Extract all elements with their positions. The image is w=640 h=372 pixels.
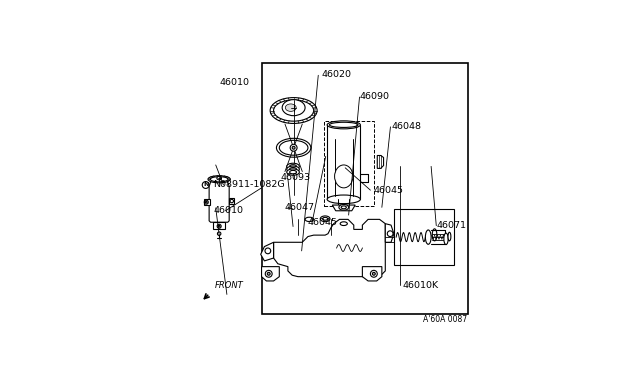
Polygon shape	[260, 242, 273, 261]
Polygon shape	[262, 267, 279, 281]
Polygon shape	[362, 267, 382, 281]
Ellipse shape	[426, 230, 431, 244]
Ellipse shape	[282, 100, 305, 116]
Ellipse shape	[211, 177, 228, 182]
Ellipse shape	[327, 121, 360, 129]
Ellipse shape	[305, 217, 314, 221]
Polygon shape	[209, 181, 229, 222]
Ellipse shape	[273, 100, 314, 121]
Text: FRONT: FRONT	[214, 281, 243, 291]
Circle shape	[290, 144, 297, 151]
Text: N08911-1082G: N08911-1082G	[213, 180, 284, 189]
Text: 46010: 46010	[213, 206, 243, 215]
Ellipse shape	[335, 165, 353, 188]
Ellipse shape	[323, 217, 328, 220]
Bar	[394, 209, 454, 265]
Text: 46093: 46093	[281, 173, 311, 182]
Ellipse shape	[448, 232, 451, 241]
Ellipse shape	[340, 222, 348, 225]
Ellipse shape	[279, 140, 308, 155]
Ellipse shape	[290, 170, 296, 174]
Ellipse shape	[320, 216, 330, 222]
Circle shape	[202, 182, 209, 189]
Text: N: N	[203, 183, 209, 187]
Bar	[204, 199, 210, 205]
Text: 46010: 46010	[219, 78, 249, 87]
Ellipse shape	[287, 163, 300, 170]
Polygon shape	[385, 224, 394, 242]
Polygon shape	[332, 205, 355, 211]
Ellipse shape	[327, 195, 360, 203]
Text: 46045: 46045	[374, 186, 404, 195]
Ellipse shape	[208, 176, 230, 183]
Ellipse shape	[217, 176, 221, 180]
Ellipse shape	[444, 233, 448, 244]
Circle shape	[205, 201, 207, 203]
Ellipse shape	[341, 206, 346, 209]
Text: 46048: 46048	[391, 122, 421, 131]
Bar	[213, 222, 225, 230]
Ellipse shape	[290, 165, 296, 168]
Ellipse shape	[330, 122, 358, 128]
Text: 46045: 46045	[308, 218, 338, 227]
Bar	[324, 121, 374, 206]
Bar	[229, 198, 234, 203]
Ellipse shape	[276, 138, 311, 157]
Ellipse shape	[290, 167, 296, 171]
Text: 46020: 46020	[322, 70, 352, 79]
Circle shape	[292, 146, 295, 149]
Ellipse shape	[432, 229, 437, 241]
Circle shape	[268, 272, 270, 275]
Text: 46071: 46071	[437, 221, 467, 230]
Ellipse shape	[287, 166, 300, 172]
Ellipse shape	[339, 205, 349, 210]
Text: 46047: 46047	[284, 203, 314, 212]
Circle shape	[372, 272, 375, 275]
Ellipse shape	[270, 97, 317, 124]
Ellipse shape	[285, 104, 296, 111]
Polygon shape	[377, 155, 383, 169]
Text: 46010K: 46010K	[403, 281, 438, 290]
Bar	[262, 63, 468, 314]
Text: A'60A 0087: A'60A 0087	[424, 315, 467, 324]
Circle shape	[218, 225, 220, 227]
Ellipse shape	[287, 169, 300, 175]
Text: 46090: 46090	[360, 92, 390, 101]
Polygon shape	[273, 219, 385, 277]
